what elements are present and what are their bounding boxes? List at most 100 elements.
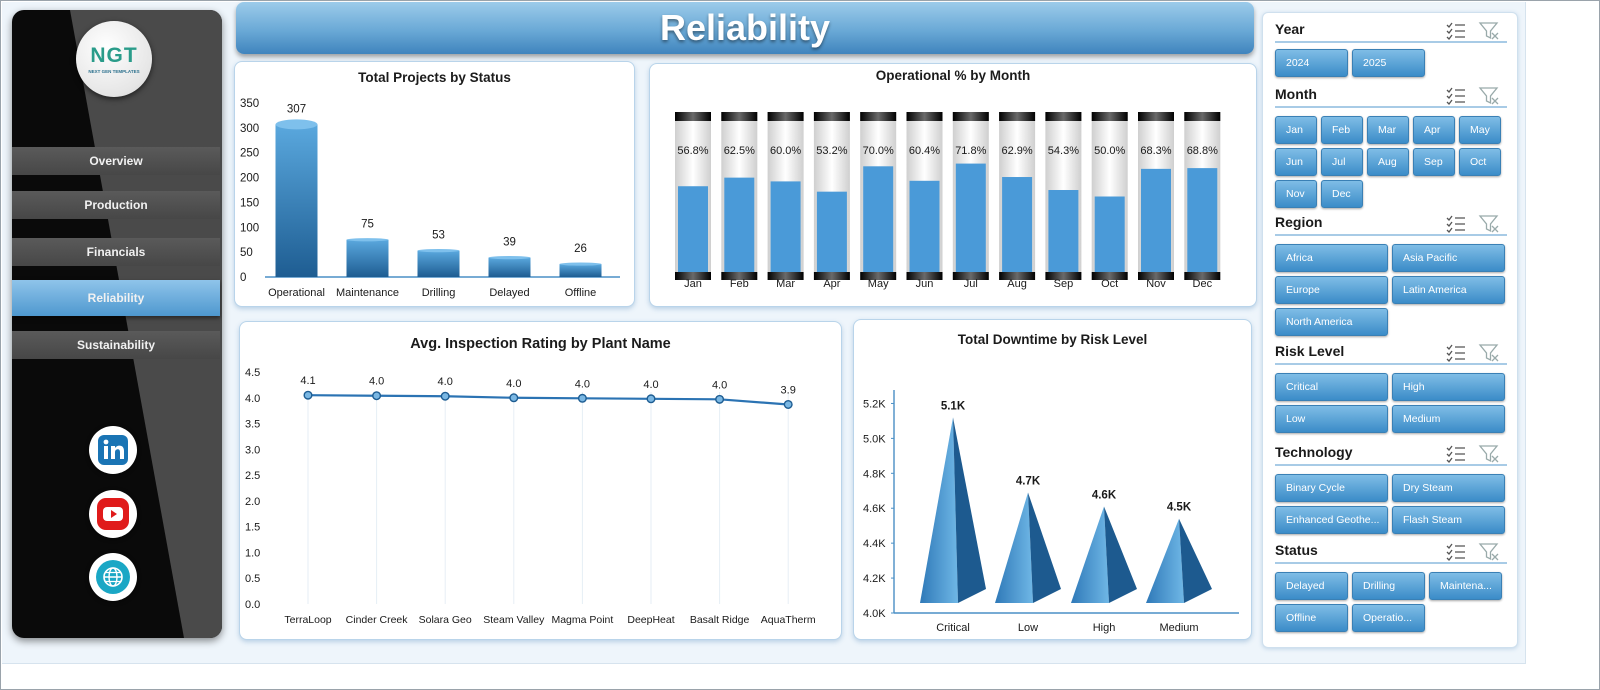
page-title-banner: Reliability [236, 2, 1254, 54]
bar-top [417, 249, 460, 253]
slicer-chip[interactable]: Jun [1275, 148, 1317, 176]
slicer-title: Year [1275, 21, 1305, 37]
data-label: 71.8% [955, 145, 986, 157]
y-tick-label: 3.5 [245, 419, 260, 431]
clear-filter-icon[interactable] [1478, 542, 1500, 562]
slicer-title: Month [1275, 86, 1317, 102]
slicer-chip[interactable]: Dry Steam [1392, 474, 1505, 502]
nav-production[interactable]: Production [12, 191, 220, 219]
status-chart: 0 50 100 150 200 250 300 350 307 Operational 75 Mai… [240, 98, 620, 299]
slicer-chip[interactable]: Delayed [1275, 572, 1348, 600]
bar [955, 163, 986, 272]
slicer-chip[interactable]: Aug [1367, 148, 1409, 176]
slicer-chip[interactable]: May [1459, 116, 1501, 144]
clear-filter-icon[interactable] [1478, 444, 1500, 464]
slicer-chip[interactable]: High [1392, 373, 1505, 401]
slicer-chip[interactable]: Flash Steam [1392, 506, 1505, 534]
y-tick-label: 300 [240, 123, 259, 135]
bar [678, 186, 708, 272]
slicer-chip[interactable]: Sep [1413, 148, 1455, 176]
x-tick-label: AquaTherm [761, 614, 816, 626]
bar-top [488, 256, 531, 260]
slicer-chip[interactable]: Jul [1321, 148, 1363, 176]
y-tick-label: 0.0 [245, 599, 260, 611]
clear-filter-icon[interactable] [1478, 214, 1500, 234]
slicer-chip[interactable]: Jan [1275, 116, 1317, 144]
multi-select-icon[interactable] [1445, 444, 1467, 464]
y-tick-label: 250 [240, 148, 259, 160]
multi-select-icon[interactable] [1445, 214, 1467, 234]
data-label: 4.7K [1016, 476, 1041, 488]
y-tick-label: 350 [240, 98, 259, 110]
clear-filter-icon[interactable] [1478, 21, 1500, 41]
data-label: 4.5K [1167, 502, 1192, 514]
x-tick-label: Jan [684, 278, 702, 290]
clear-filter-icon[interactable] [1478, 343, 1500, 363]
multi-select-icon[interactable] [1445, 343, 1467, 363]
nav-reliability[interactable]: Reliability [12, 280, 220, 316]
slicer-chip[interactable]: Operatio... [1352, 604, 1425, 632]
slicer-chip[interactable]: 2024 [1275, 49, 1348, 77]
slicer-chip[interactable]: Latin America [1392, 276, 1505, 304]
slicer-chip[interactable]: North America [1275, 308, 1388, 336]
data-point [303, 390, 313, 400]
bar-cap-bottom [999, 272, 1036, 280]
slicer-chip[interactable]: Feb [1321, 116, 1363, 144]
slicer-chip[interactable]: Asia Pacific [1392, 244, 1505, 272]
bar [275, 124, 318, 278]
bar-cap-top [813, 112, 850, 121]
slicer-chip[interactable]: Nov [1275, 180, 1317, 208]
data-label: 75 [361, 219, 374, 231]
x-tick-label: Dec [1193, 278, 1213, 290]
y-tick-label: 2.5 [245, 470, 260, 482]
clear-filter-icon[interactable] [1478, 86, 1500, 106]
globe-icon[interactable] [89, 553, 137, 601]
x-tick-label: Operational [268, 287, 325, 299]
slicer-chip[interactable]: Critical [1275, 373, 1388, 401]
x-tick-label: Critical [936, 622, 970, 634]
youtube-icon[interactable] [89, 490, 137, 538]
linkedin-icon[interactable] [89, 426, 137, 474]
sidebar-background [70, 10, 222, 638]
data-label: 62.5% [724, 145, 755, 157]
data-label: 4.0 [438, 376, 453, 388]
bar [417, 250, 460, 277]
slicer-chip[interactable]: Apr [1413, 116, 1455, 144]
slicer-chip[interactable]: Africa [1275, 244, 1388, 272]
data-label: 3.9 [781, 384, 796, 396]
data-point [715, 394, 725, 404]
slicer-chip[interactable]: Drilling [1352, 572, 1425, 600]
multi-select-icon[interactable] [1445, 86, 1467, 106]
multi-select-icon[interactable] [1445, 21, 1467, 41]
slicer-chip[interactable]: Oct [1459, 148, 1501, 176]
slicer-title: Status [1275, 542, 1318, 558]
data-label: 4.0 [575, 378, 590, 390]
bar [1002, 177, 1033, 272]
bar [770, 181, 801, 272]
slicer-chip[interactable]: 2025 [1352, 49, 1425, 77]
data-label: 60.4% [909, 145, 940, 157]
slicer-chip[interactable]: Mar [1367, 116, 1409, 144]
slicer-panel: Year 2024 2025 Month Jan Feb Mar Apr May Jun Jul Au… [1262, 12, 1518, 648]
slicer-chip[interactable]: Maintena... [1429, 572, 1502, 600]
y-tick-label: 4.0K [863, 608, 886, 620]
slicer-chip[interactable]: Low [1275, 405, 1388, 433]
pyramid-front [920, 417, 958, 603]
slicer-chip[interactable]: Medium [1392, 405, 1505, 433]
nav-overview[interactable]: Overview [12, 147, 220, 175]
slicer-chip[interactable]: Europe [1275, 276, 1388, 304]
slicer-chip[interactable]: Binary Cycle [1275, 474, 1388, 502]
multi-select-icon[interactable] [1445, 542, 1467, 562]
bar [488, 257, 531, 277]
slicer-chip[interactable]: Enhanced Geothe... [1275, 506, 1388, 534]
nav-sustainability[interactable]: Sustainability [12, 331, 220, 359]
data-label: 50.0% [1094, 145, 1125, 157]
slicer-title: Risk Level [1275, 343, 1345, 359]
slicer-chip[interactable]: Offline [1275, 604, 1348, 632]
bar-top [275, 119, 318, 130]
x-tick-label: Jul [964, 278, 978, 290]
bar [909, 180, 940, 272]
slicer-chip[interactable]: Dec [1321, 180, 1363, 208]
downtime-chart: 4.0K 4.2K 4.4K 4.6K 4.8K 5.0K 5.2K 5.1K Critical… [863, 390, 1239, 634]
nav-financials[interactable]: Financials [12, 238, 220, 266]
